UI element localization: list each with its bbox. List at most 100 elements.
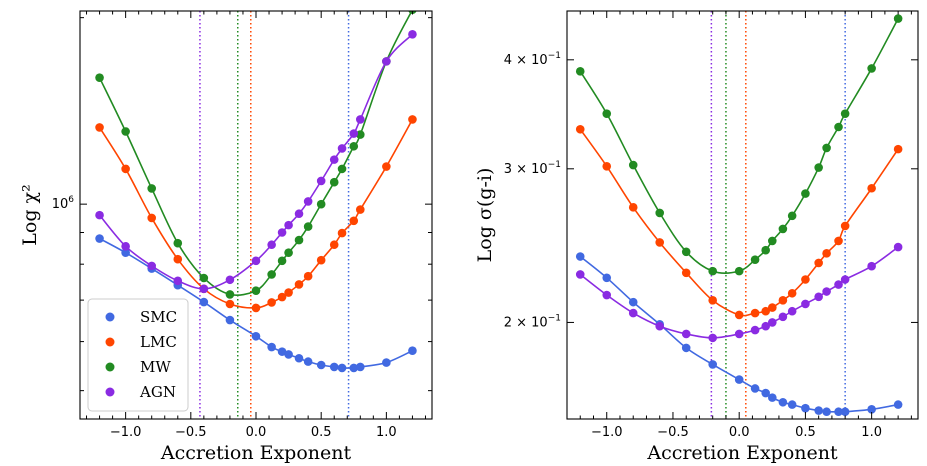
data-point-agn xyxy=(840,275,850,284)
x-axis-label: Accretion Exponent xyxy=(646,442,838,464)
data-point-agn xyxy=(173,276,183,286)
data-point-smc xyxy=(768,393,777,402)
series-line-agn xyxy=(579,246,899,339)
data-point-agn xyxy=(355,115,365,124)
data-point-agn xyxy=(284,220,293,230)
data-point-agn xyxy=(893,242,903,252)
series-line-lmc xyxy=(98,119,414,309)
data-point-agn xyxy=(734,329,744,339)
data-point-mw xyxy=(267,270,276,279)
x-tick-label: 0.0 xyxy=(246,425,267,440)
data-point-smc xyxy=(408,346,417,356)
data-point-lmc xyxy=(575,124,585,134)
data-point-lmc xyxy=(768,303,777,312)
data-point-mw xyxy=(734,266,744,276)
data-point-mw xyxy=(893,14,903,23)
legend-marker-mw xyxy=(105,362,115,372)
y-tick-exponent: −1 xyxy=(548,313,561,323)
y-axis-label: Log σ(g-i) xyxy=(474,168,496,263)
data-point-agn xyxy=(329,155,339,164)
data-point-mw xyxy=(840,109,850,118)
data-point-smc xyxy=(294,353,304,363)
data-point-mw xyxy=(147,184,157,193)
data-point-lmc xyxy=(267,298,276,307)
data-point-agn xyxy=(761,321,770,331)
data-point-lmc xyxy=(408,115,417,124)
data-point-agn xyxy=(778,312,788,322)
data-point-lmc xyxy=(173,254,183,264)
data-point-mw xyxy=(768,236,777,246)
data-point-smc xyxy=(734,375,744,384)
data-point-agn xyxy=(251,256,261,266)
data-point-lmc xyxy=(95,123,104,132)
data-point-lmc xyxy=(761,306,770,316)
data-point-mw xyxy=(628,160,638,170)
data-point-smc xyxy=(251,331,261,341)
data-point-smc xyxy=(840,407,850,417)
y-tick-mantissa: 10 xyxy=(52,197,69,212)
data-point-lmc xyxy=(681,268,691,278)
data-point-smc xyxy=(750,384,760,393)
data-point-lmc xyxy=(834,236,843,246)
legend-label-mw: MW xyxy=(140,358,171,376)
y-tick-mantissa: 4 × 10 xyxy=(504,53,548,68)
data-point-lmc xyxy=(867,183,876,193)
legend-label-lmc: LMC xyxy=(140,333,177,351)
data-point-agn xyxy=(199,284,209,294)
data-point-lmc xyxy=(294,280,304,289)
data-point-lmc xyxy=(628,203,638,212)
legend-frame xyxy=(87,298,189,412)
data-point-lmc xyxy=(840,221,850,231)
data-point-lmc xyxy=(316,255,326,265)
data-point-smc xyxy=(681,343,691,353)
data-point-lmc xyxy=(303,271,313,281)
data-point-agn xyxy=(277,228,287,237)
sigma-gi-chart: −1.0 −0.5 0.0 0.5 1.02 × 10−13 × 10−14 × 10−… xyxy=(474,10,919,464)
data-point-mw xyxy=(329,177,339,187)
y-tick-label: 106 xyxy=(52,195,75,212)
legend-marker-lmc xyxy=(105,337,115,347)
series-line-mw xyxy=(579,18,899,274)
data-point-smc xyxy=(761,388,770,398)
series-line-lmc xyxy=(579,128,899,317)
data-point-agn xyxy=(822,287,831,296)
data-point-lmc xyxy=(121,164,130,174)
legend-label-agn: AGN xyxy=(139,383,176,401)
data-point-smc xyxy=(199,297,209,307)
data-point-lmc xyxy=(251,303,261,313)
data-point-agn xyxy=(316,176,326,186)
data-point-agn xyxy=(602,290,612,300)
x-tick-label: 0.0 xyxy=(729,425,750,440)
data-point-smc xyxy=(225,315,235,325)
data-point-agn xyxy=(349,129,359,138)
legend-marker-smc xyxy=(105,312,115,322)
data-point-agn xyxy=(750,325,760,335)
x-tick-label: 0.5 xyxy=(311,425,332,440)
data-point-smc xyxy=(337,363,347,373)
data-point-mw xyxy=(822,143,831,153)
data-point-lmc xyxy=(708,296,717,305)
data-point-mw xyxy=(801,189,810,198)
data-point-agn xyxy=(655,321,665,331)
data-point-smc xyxy=(787,400,797,409)
data-point-lmc xyxy=(822,249,831,258)
data-point-agn xyxy=(382,57,391,66)
x-tick-label: −0.5 xyxy=(657,425,689,440)
data-point-lmc xyxy=(734,310,744,320)
data-point-agn xyxy=(121,241,130,251)
x-tick-label: 1.0 xyxy=(376,425,397,440)
data-point-mw xyxy=(681,247,691,257)
plot-area xyxy=(95,11,417,419)
x-tick-label: 0.5 xyxy=(795,425,816,440)
y-tick-label: 4 × 10−1 xyxy=(504,51,561,68)
legend-label-smc: SMC xyxy=(140,308,177,326)
data-point-agn xyxy=(787,306,797,316)
data-point-mw xyxy=(355,130,365,139)
legend: SMC LMC MW AGN xyxy=(87,298,189,412)
data-point-agn xyxy=(681,329,691,339)
data-point-agn xyxy=(708,333,717,343)
data-point-lmc xyxy=(814,258,823,268)
data-point-agn xyxy=(294,209,304,219)
y-tick-mantissa: 2 × 10 xyxy=(504,315,548,330)
